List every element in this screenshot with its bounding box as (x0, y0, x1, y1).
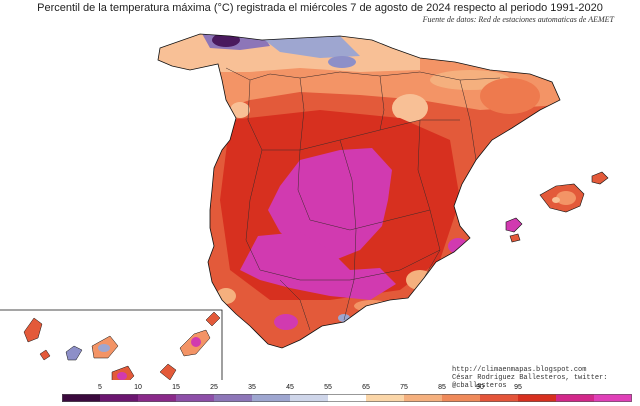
legend-swatch (404, 394, 443, 402)
map-title: Percentil de la temperatura máxima (°C) … (37, 2, 603, 14)
malaga-mild-spot (354, 300, 390, 312)
legend-tick-label: 15 (172, 384, 180, 391)
legend-frame (62, 394, 632, 402)
legend-tick-label: 90 (476, 384, 484, 391)
huelva-mild-spot (216, 288, 236, 304)
credits: http://climaenmapas.blogspot.com César R… (452, 366, 640, 390)
cantabria-cool-zone (262, 36, 360, 58)
legend-swatch (480, 394, 519, 402)
legend-swatch (214, 394, 253, 402)
legend-swatch (594, 394, 632, 402)
legend-tick-label: 10 (134, 384, 142, 391)
legend-tick-label: 75 (400, 384, 408, 391)
legend-tick-label: 35 (248, 384, 256, 391)
credits-author: César Rodríguez Ballesteros, twitter: @c… (452, 374, 608, 390)
legend-swatch (328, 394, 367, 402)
legend-swatch (556, 394, 595, 402)
south-extreme-zone (240, 232, 396, 300)
legend-tick-label: 55 (324, 384, 332, 391)
valencia-extreme-spot (448, 238, 468, 254)
legend-swatch (138, 394, 177, 402)
canary-islands-inset (0, 309, 223, 380)
legend-tick-label: 65 (362, 384, 370, 391)
legend-swatch (442, 394, 481, 402)
legend-swatch (176, 394, 215, 402)
balearic-islands (505, 171, 609, 243)
legend-swatch (366, 394, 405, 402)
legend-swatch (100, 394, 139, 402)
asturias-cool-spot (328, 56, 356, 68)
guadalquivir-extreme-spot (274, 314, 298, 330)
legend-swatch (518, 394, 557, 402)
legend-tick-label: 95 (514, 384, 522, 391)
cadiz-cool-spot (338, 314, 350, 322)
legend-tick-label: 45 (286, 384, 294, 391)
map-subtitle: Fuente de datos: Red de estaciones autom… (422, 15, 614, 24)
legend-tick-label: 85 (438, 384, 446, 391)
galicia-mild-spot (230, 102, 250, 118)
legend-swatch (62, 394, 101, 402)
peninsula-outline (157, 33, 561, 349)
legend-colorbar (62, 394, 632, 402)
catalonia-warm-spot (480, 78, 540, 114)
legend-swatch (290, 394, 329, 402)
legend-ticks: 5 10 15 25 35 45 55 65 75 85 90 95 (62, 384, 632, 394)
legend-tick-label: 25 (210, 384, 218, 391)
ebro-mild-spot (392, 94, 428, 122)
legend-tick-label: 5 (98, 384, 102, 391)
percentile-map (0, 33, 609, 380)
credits-url: http://climaenmapas.blogspot.com (452, 366, 587, 374)
legend-swatch (252, 394, 291, 402)
region-borders (225, 67, 501, 331)
almeria-mild-spot (406, 270, 434, 290)
